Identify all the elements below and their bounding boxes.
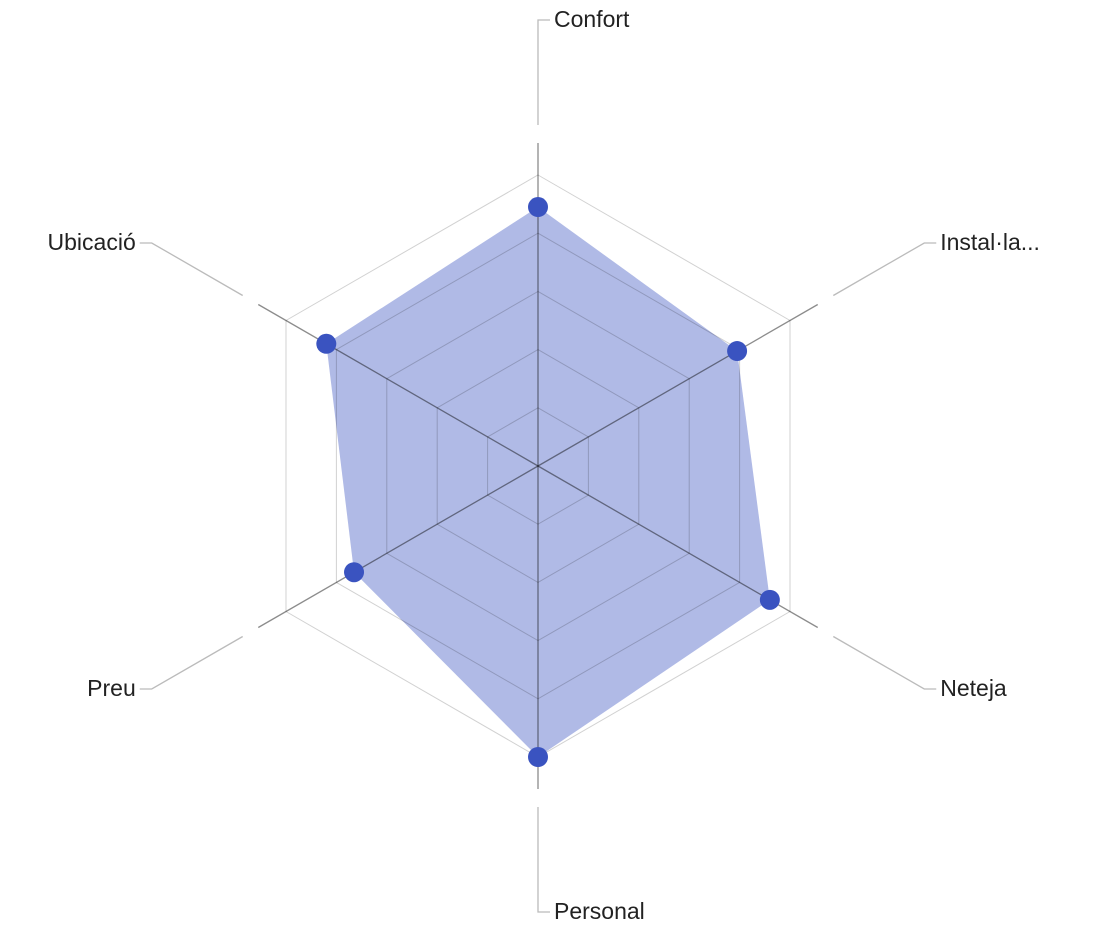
- data-point: [344, 562, 365, 583]
- leader-line: [537, 19, 550, 125]
- leader-line: [139, 242, 244, 297]
- axis-label: Ubicació: [48, 229, 136, 255]
- spoke: [257, 303, 539, 467]
- data-point: [759, 589, 780, 610]
- axis-label: Instal·la...: [940, 229, 1040, 255]
- spoke: [257, 465, 539, 629]
- axis-label: Personal: [554, 898, 645, 924]
- leader-line: [832, 242, 937, 297]
- data-area: [326, 207, 770, 757]
- axis-label: Neteja: [940, 675, 1007, 701]
- data-point: [727, 341, 748, 362]
- grid-ring: [436, 349, 640, 583]
- data-point: [316, 333, 337, 354]
- spoke: [537, 303, 819, 467]
- grid-ring: [487, 407, 589, 525]
- data-point: [528, 197, 548, 218]
- axis-label: Confort: [554, 6, 630, 32]
- data-point: [528, 747, 548, 767]
- axis-label: Preu: [87, 675, 136, 701]
- leader-line: [139, 635, 244, 690]
- leader-line: [832, 635, 937, 690]
- leader-line: [537, 807, 550, 913]
- grid-ring: [386, 290, 690, 642]
